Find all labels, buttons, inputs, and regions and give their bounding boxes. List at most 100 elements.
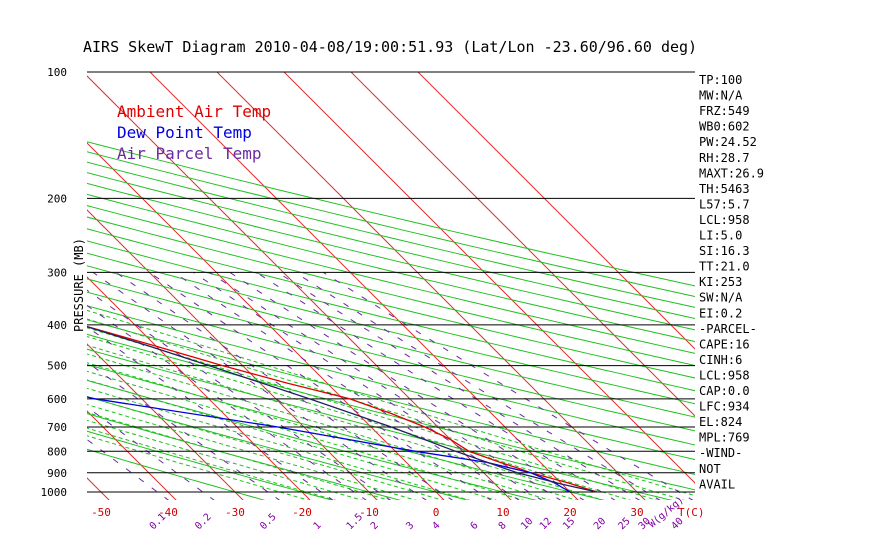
x-axis-label: T(C) (678, 506, 705, 519)
pressure-tick: 200 (47, 192, 67, 205)
dry-adiabat-line (87, 172, 695, 319)
dry-adiabat-line (87, 278, 695, 432)
bottom-temp-tick: 0 (433, 506, 440, 519)
mixing-ratio-tick: 10 (519, 516, 535, 532)
bottom-temp-tick: 30 (630, 506, 643, 519)
mixing-ratio-line (87, 304, 367, 500)
isotherm-line (417, 72, 695, 350)
moist-adiabat-line (87, 353, 578, 500)
pressure-tick: 900 (47, 467, 67, 480)
bottom-temp-tick: -40 (158, 506, 178, 519)
legend-ambient: Ambient Air Temp (117, 102, 271, 121)
index-item: KI:253 (699, 275, 742, 289)
dry-adiabat-line (87, 141, 695, 287)
moist-adiabat-line (87, 379, 498, 500)
pressure-tick: 700 (47, 421, 67, 434)
index-item: LCL:958 (699, 213, 750, 227)
mixing-ratio-line (193, 271, 543, 500)
index-item: TH:5463 (699, 182, 750, 196)
pressure-tick: 1000 (41, 486, 68, 499)
dry-adiabat-line (87, 216, 695, 367)
moist-adiabat-line (87, 370, 524, 500)
dry-adiabat-line (87, 228, 695, 379)
index-item: NOT (699, 462, 721, 476)
dry-adiabat-line (87, 319, 695, 476)
index-item: EI:0.2 (699, 306, 742, 320)
moist-adiabat-line (87, 335, 632, 500)
mixing-ratio-tick: 4 (430, 520, 442, 532)
mixing-ratio-tick: 6 (469, 520, 481, 532)
index-item: WB0:602 (699, 120, 750, 134)
isotherm-line (87, 343, 244, 500)
mixing-ratio-tick: 2 (369, 520, 381, 532)
dry-adiabat-line (87, 364, 605, 500)
mixing-ratio-line (209, 271, 562, 500)
index-item: MW:N/A (699, 89, 743, 103)
index-item: TP:100 (699, 73, 742, 87)
mixing-ratio-tick: 12 (538, 516, 554, 532)
mixing-ratio-tick: 3 (404, 520, 416, 532)
mixing-ratio-line (115, 271, 454, 500)
dry-adiabat-line (87, 265, 695, 418)
dry-adiabat-line (87, 348, 673, 500)
isobars: 100 200 300 400 500 600 700 800 900 1000 (41, 66, 695, 499)
moist-adiabat-line (87, 327, 658, 500)
index-item: CINH:6 (699, 353, 742, 367)
isotherm-line (283, 72, 695, 484)
y-axis-label: PRESSURE (MB) (72, 238, 86, 332)
dry-adiabat-line (87, 252, 695, 405)
dry-adiabat-line (87, 193, 695, 343)
moist-adiabat-line (87, 362, 551, 500)
index-item: LCL:958 (699, 368, 750, 382)
dry-adiabat-line (87, 182, 695, 331)
isotherm-line (87, 142, 445, 500)
sounding-lines (87, 325, 597, 493)
ambient-temp-line (87, 325, 597, 493)
grid-lines (0, 53, 695, 501)
dry-adiabat-line (87, 396, 470, 500)
bottom-temp-tick: -50 (91, 506, 111, 519)
index-item: SI:16.3 (699, 244, 750, 258)
pressure-tick: 400 (47, 319, 67, 332)
isotherm-line (87, 410, 177, 500)
index-item: LI:5.0 (699, 229, 742, 243)
dry-adiabat-line (87, 240, 695, 392)
moist-adiabat-line (87, 309, 695, 497)
isotherm-line (350, 72, 695, 417)
mixing-ratio-line (256, 271, 616, 500)
mixing-ratio-line (87, 289, 392, 500)
dry-adiabat-line (87, 151, 695, 297)
pressure-tick: 500 (47, 360, 67, 373)
index-item: SW:N/A (699, 291, 743, 305)
parcel-temp-line (87, 326, 597, 493)
mixing-ratio-tick: 1 (312, 520, 324, 532)
index-item: RH:28.7 (699, 151, 750, 165)
mixing-ratio-tick: 8 (497, 520, 509, 532)
isotherm-line (149, 72, 579, 500)
legend-dewpoint: Dew Point Temp (117, 123, 252, 142)
axis-ticks: 0.10.20.511.52346810121520253040-120-110… (91, 506, 686, 533)
legend-parcel: Air Parcel Temp (117, 144, 262, 163)
index-item: CAP:0.0 (699, 384, 750, 398)
mixing-ratio-line (92, 271, 427, 500)
dry-adiabat-line (87, 205, 695, 354)
index-item: MPL:769 (699, 431, 750, 445)
bottom-temp-tick: -30 (225, 506, 245, 519)
isotherm-line (0, 53, 43, 501)
index-item: TT:21.0 (699, 260, 750, 274)
bottom-temp-tick: 20 (563, 506, 576, 519)
index-item: -WIND- (699, 446, 742, 460)
index-item: MAXT:26.9 (699, 166, 764, 180)
dry-adiabat-line (87, 305, 695, 461)
mixing-ratio-line (149, 271, 492, 500)
dry-adiabat-line (87, 333, 695, 491)
bottom-temp-tick: 10 (496, 506, 509, 519)
isotherm-line (216, 72, 646, 500)
legend: Ambient Air Temp Dew Point Temp Air Parc… (117, 102, 271, 163)
index-item: LFC:934 (699, 400, 750, 414)
dry-adiabat-line (87, 161, 695, 308)
mixing-ratio-tick: 0.5 (258, 512, 279, 533)
pressure-tick: 300 (47, 266, 67, 279)
